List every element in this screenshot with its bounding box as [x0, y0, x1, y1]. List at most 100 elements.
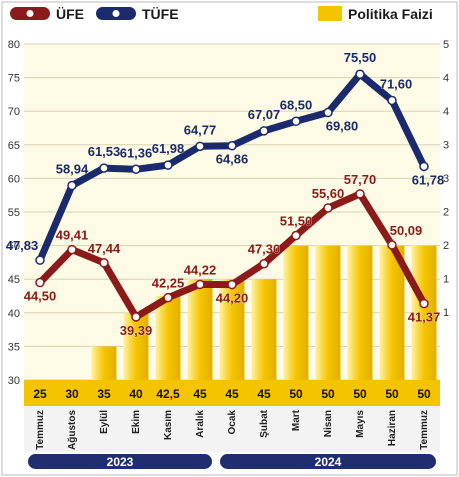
value-label: 57,70	[344, 172, 377, 187]
value-label: 55,60	[312, 186, 345, 201]
y-left-tick-labels: 80 75 70 65 60 55 50 45 40 35 30	[8, 39, 20, 387]
value-label: 64,77	[184, 122, 217, 137]
series-point	[227, 279, 237, 290]
legend: ÜFE TÜFE Politika Faizi	[10, 6, 433, 22]
rate-label: 25	[33, 387, 47, 401]
year-label: 2024	[315, 455, 342, 469]
rate-label: 50	[385, 387, 399, 401]
series-point	[387, 240, 397, 250]
legend-tufe: TÜFE	[96, 6, 179, 22]
series-point	[99, 163, 109, 173]
series-point	[323, 203, 333, 213]
value-label: 61,78	[412, 172, 445, 187]
value-label: 47,44	[88, 241, 121, 256]
bar-11	[379, 245, 405, 380]
bar-5	[187, 279, 213, 380]
rate-label: 50	[289, 387, 303, 401]
category-label: Ocak	[227, 410, 238, 435]
category-label: Mayıs	[355, 410, 366, 438]
rate-label: 50	[321, 387, 335, 401]
y-left-tick: 75	[8, 73, 20, 85]
y-left-tick: 70	[8, 106, 20, 118]
year-band-2024	[220, 454, 436, 469]
y-left-tick: 60	[8, 173, 20, 185]
series-point	[323, 107, 333, 118]
y-left-tick: 80	[8, 39, 20, 51]
series-point	[419, 161, 429, 172]
y-left-tick: 45	[8, 274, 20, 286]
y-left-tick: 55	[8, 207, 20, 219]
y-right-tick: 4	[443, 106, 449, 118]
value-label: 42,25	[152, 276, 185, 291]
value-label: 58,94	[56, 162, 89, 177]
y-right-tick: 5	[443, 39, 449, 51]
rate-label: 45	[225, 387, 239, 401]
value-label: 61,53	[88, 144, 121, 159]
rate-label: 50	[417, 387, 431, 401]
y-right-tick: 2	[443, 207, 449, 219]
series-point	[67, 180, 77, 191]
series-point	[99, 258, 109, 268]
bar-9	[315, 245, 341, 380]
value-label: 49,41	[56, 228, 89, 243]
y-left-tick: 35	[8, 341, 20, 353]
y-left-tick: 40	[8, 308, 20, 320]
series-point	[419, 298, 429, 309]
rate-band	[24, 380, 440, 406]
rate-label: 45	[193, 387, 207, 401]
y-right-tick: 3	[443, 140, 449, 152]
y-left-tick: 50	[8, 241, 20, 253]
legend-policy: Politika Faizi	[318, 6, 433, 22]
legend-tufe-label: TÜFE	[142, 6, 179, 22]
bar-7	[251, 279, 277, 380]
bar-12	[411, 245, 437, 380]
bar-6	[219, 279, 245, 380]
series-point	[227, 140, 237, 151]
year-bands: 2023 2024	[28, 454, 436, 469]
category-label: Aralık	[195, 410, 206, 438]
category-label: Eylül	[99, 410, 110, 434]
year-label: 2023	[107, 455, 134, 469]
policy-rate-labels: 25 30 35 40 42,5 45 45 45 50 50 50 50 50	[33, 387, 431, 401]
series-point	[355, 189, 365, 199]
y-right-tick: 1	[443, 274, 449, 286]
value-label: 67,07	[248, 107, 281, 122]
y-right-tick: 2	[443, 240, 449, 252]
category-label: Ekim	[131, 410, 142, 434]
series-point	[67, 244, 77, 255]
series-point	[131, 312, 141, 322]
series-points	[35, 69, 429, 322]
bars	[91, 245, 437, 380]
value-label: 44,22	[184, 262, 217, 277]
bar-2	[91, 346, 117, 380]
rate-label: 30	[65, 387, 79, 401]
series-point	[195, 279, 205, 290]
y-right-tick-labels: 5 4 4 3 3 2 2 1 1	[443, 39, 449, 319]
series-point	[259, 258, 269, 269]
bar-8	[283, 245, 309, 380]
bar-4	[155, 296, 181, 380]
bar-3	[123, 312, 149, 380]
value-label: 41,37	[408, 310, 441, 325]
y-left-tick: 65	[8, 140, 20, 152]
rate-label: 40	[129, 387, 143, 401]
rate-label: 42,5	[156, 387, 180, 401]
y-left-tick: 30	[8, 375, 20, 387]
value-label: 44,50	[24, 289, 57, 304]
value-label: 44,20	[216, 291, 249, 306]
value-label: 75,50	[344, 50, 377, 65]
legend-ufe: ÜFE	[10, 6, 84, 22]
category-label: Ağustos	[67, 410, 78, 450]
category-band	[24, 406, 440, 452]
category-label: Nisan	[323, 410, 334, 437]
category-label: Temmuz	[35, 410, 46, 450]
legend-policy-label: Politika Faizi	[348, 6, 433, 22]
series-point	[163, 160, 173, 170]
rate-label: 50	[353, 387, 367, 401]
series-point	[355, 69, 365, 79]
category-label: Kasım	[163, 410, 174, 440]
bar-10	[347, 245, 373, 380]
value-label: 39,39	[120, 323, 153, 338]
